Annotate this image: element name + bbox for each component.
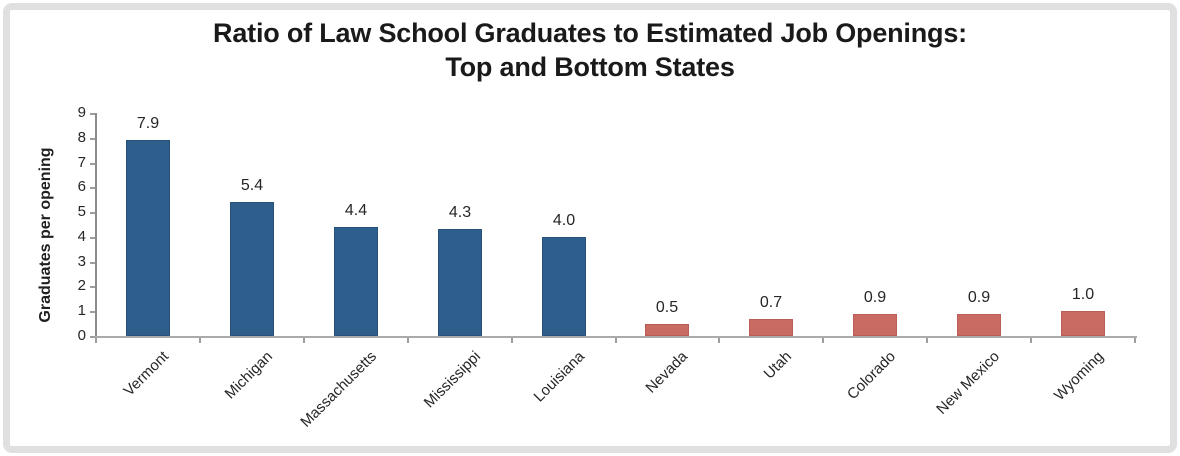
bar-value-label: 7.9: [136, 115, 160, 132]
chart-title-line2: Top and Bottom States: [445, 52, 735, 82]
x-tick: [718, 338, 720, 343]
y-tick-label: 6: [77, 178, 86, 195]
x-category-label: Utah: [760, 348, 796, 383]
y-tick-label: 5: [77, 203, 86, 220]
bar: [126, 140, 170, 336]
y-tick-label: 8: [77, 129, 86, 146]
x-tick: [1030, 338, 1032, 343]
bar-value-label: 1.0: [1071, 286, 1095, 303]
bar-value-label: 0.5: [655, 299, 679, 316]
bar: [957, 314, 1001, 336]
bar-value-label: 0.9: [863, 289, 887, 306]
x-axis-line: [95, 336, 1137, 338]
x-tick: [303, 338, 305, 343]
x-tick: [95, 338, 97, 343]
bar-value-label: 5.4: [240, 177, 264, 194]
y-tick-label: 0: [77, 327, 86, 344]
x-category-label: Louisiana: [530, 348, 589, 406]
bar: [853, 314, 897, 336]
x-tick: [199, 338, 201, 343]
y-tick: [90, 237, 95, 239]
y-tick: [90, 336, 95, 338]
bar: [749, 319, 793, 336]
y-tick: [90, 187, 95, 189]
x-category-label: Vermont: [120, 348, 173, 400]
x-category-label: Colorado: [843, 348, 900, 404]
x-category-label: Michigan: [221, 348, 277, 403]
x-category-label: Massachusetts: [297, 348, 381, 431]
x-category-label: Wyoming: [1050, 348, 1108, 405]
x-category-label: New Mexico: [933, 348, 1004, 418]
y-tick-label: 9: [77, 104, 86, 121]
bar-value-label: 4.3: [448, 204, 472, 221]
bar-value-label: 4.4: [344, 202, 368, 219]
bar: [542, 237, 586, 336]
x-category-label: Mississippi: [420, 348, 485, 412]
y-tick: [90, 212, 95, 214]
y-axis-line: [95, 113, 97, 338]
y-tick: [90, 163, 95, 165]
bar-value-label: 0.9: [967, 289, 991, 306]
y-tick: [90, 138, 95, 140]
x-tick: [615, 338, 617, 343]
y-tick-label: 4: [77, 228, 86, 245]
y-tick-label: 7: [77, 154, 86, 171]
x-tick: [926, 338, 928, 343]
x-tick: [511, 338, 513, 343]
y-tick-label: 2: [77, 277, 86, 294]
bar: [1061, 311, 1105, 336]
bar: [645, 324, 689, 336]
chart-title-line1: Ratio of Law School Graduates to Estimat…: [213, 18, 967, 48]
y-tick-label: 3: [77, 253, 86, 270]
x-tick: [407, 338, 409, 343]
y-tick: [90, 262, 95, 264]
x-tick: [1134, 338, 1136, 343]
x-category-label: Nevada: [642, 348, 692, 397]
y-tick: [90, 286, 95, 288]
y-tick: [90, 311, 95, 313]
chart-title: Ratio of Law School Graduates to Estimat…: [0, 16, 1180, 84]
bar: [334, 227, 378, 336]
bar: [230, 202, 274, 336]
bar-value-label: 4.0: [552, 212, 576, 229]
bar-value-label: 0.7: [759, 294, 783, 311]
y-tick: [90, 113, 95, 115]
y-tick-label: 1: [77, 302, 86, 319]
x-tick: [822, 338, 824, 343]
bar: [438, 229, 482, 336]
